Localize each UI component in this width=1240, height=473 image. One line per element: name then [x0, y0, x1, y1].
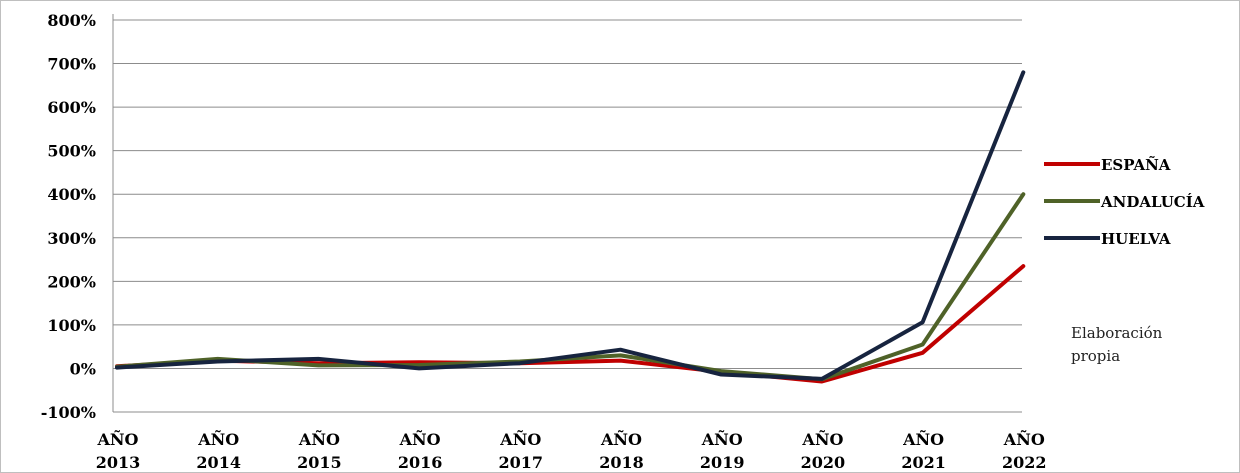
x-tick-label-line: 2018 — [599, 453, 644, 472]
legend: ESPAÑA ANDALUCÍA HUELVA — [1044, 155, 1205, 248]
series-line-huelva — [115, 70, 1026, 381]
y-tick-label: 500% — [47, 142, 96, 161]
x-tick-label: AÑO 2018 — [599, 428, 644, 472]
y-tick-label: 0% — [70, 359, 96, 378]
legend-label: HUELVA — [1101, 230, 1171, 248]
x-tick-label-line: 2019 — [700, 453, 745, 472]
x-tick-label: AÑO 2020 — [801, 428, 846, 472]
legend-label: ANDALUCÍA — [1100, 193, 1205, 211]
x-tick-label-line: AÑO — [1003, 428, 1045, 449]
x-tick-label-line: 2020 — [801, 453, 846, 472]
y-tick-label: -100% — [41, 403, 96, 422]
x-tick-label-line: 2014 — [196, 453, 241, 472]
x-tick-label-line: AÑO — [197, 428, 239, 449]
y-tick-label: 700% — [47, 55, 96, 74]
x-axis: AÑO 2013 AÑO 2014 AÑO 2015 AÑO 2016 AÑO 2017 AÑO 20… — [96, 428, 1047, 472]
y-tick-label: 100% — [47, 316, 96, 335]
legend-label: ESPAÑA — [1101, 155, 1171, 174]
x-tick-label-line: AÑO — [499, 428, 541, 449]
x-tick-label: AÑO 2022 — [1002, 428, 1047, 472]
x-tick-label: AÑO 2017 — [499, 428, 544, 472]
x-tick-label-line: 2013 — [96, 453, 141, 472]
x-tick-label-line: AÑO — [97, 428, 139, 449]
annotation-line: Elaboración — [1071, 324, 1163, 342]
x-tick-label-line: AÑO — [298, 428, 340, 449]
x-tick-label-line: AÑO — [600, 428, 642, 449]
series-lines — [115, 70, 1026, 384]
x-tick-label: AÑO 2013 — [96, 428, 141, 472]
x-tick-label-line: 2021 — [901, 453, 946, 472]
x-tick-label-line: AÑO — [801, 428, 843, 449]
x-tick-label-line: 2017 — [499, 453, 544, 472]
y-tick-label: 200% — [47, 272, 96, 291]
x-tick-label: AÑO 2021 — [901, 428, 946, 472]
x-tick-label: AÑO 2015 — [297, 428, 342, 472]
x-tick-label: AÑO 2016 — [398, 428, 443, 472]
x-tick-label: AÑO 2019 — [700, 428, 745, 472]
y-axis: 800% 700% 600% 500% 400% 300% 200% 100% 0% -100% — [41, 11, 114, 422]
y-tick-label: 400% — [47, 185, 96, 204]
y-tick-label: 600% — [47, 98, 96, 117]
annotation-line: propia — [1071, 347, 1120, 365]
x-tick-label: AÑO 2014 — [196, 428, 241, 472]
gridlines — [113, 19, 1022, 413]
y-tick-label: 300% — [47, 229, 96, 248]
x-tick-label-line: AÑO — [902, 428, 944, 449]
x-tick-label-line: AÑO — [701, 428, 743, 449]
x-tick-label-line: 2016 — [398, 453, 443, 472]
x-tick-label-line: 2015 — [297, 453, 342, 472]
x-tick-label-line: 2022 — [1002, 453, 1047, 472]
x-tick-label-line: AÑO — [399, 428, 441, 449]
y-tick-label: 800% — [47, 11, 96, 30]
annotation: Elaboración propia — [1071, 324, 1163, 365]
